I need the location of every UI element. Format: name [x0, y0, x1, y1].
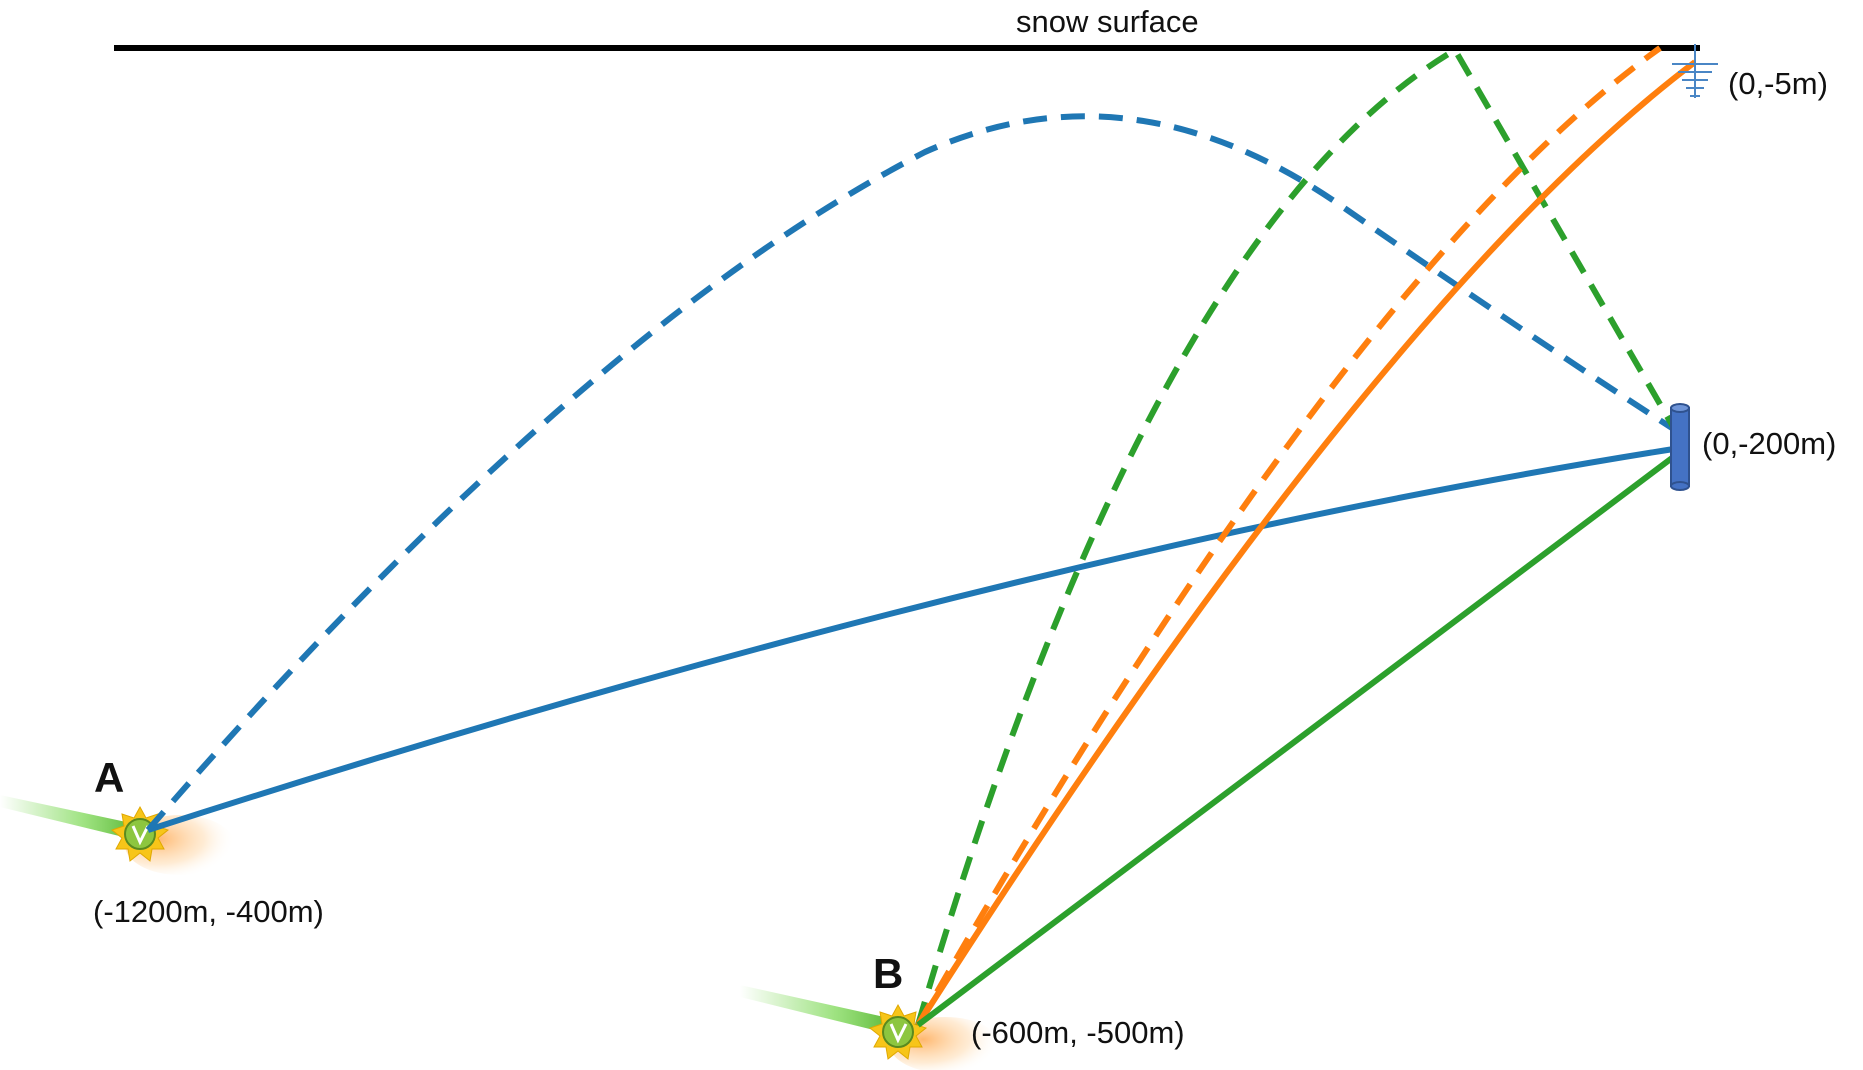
neutrino-source-a	[0, 795, 235, 875]
ray-a-direct	[147, 445, 1681, 833]
deep-antenna-label: (0,-200m)	[1702, 426, 1837, 461]
nu-glyph-a-icon	[131, 825, 150, 846]
source-b-name: B	[873, 950, 904, 997]
ray-b-orange-direct	[915, 59, 1697, 1027]
surface-antenna-icon	[1672, 44, 1718, 98]
nu-glyph-b-icon	[889, 1023, 908, 1044]
surface-antenna-label: (0,-5m)	[1728, 66, 1828, 101]
source-b-coords: (-600m, -500m)	[971, 1015, 1185, 1050]
snow-surface-label: snow surface	[1016, 4, 1199, 39]
cherenkov-cone-b	[740, 985, 898, 1036]
deep-antenna-icon	[1670, 403, 1690, 491]
ray-b-green-reflected	[915, 45, 1678, 1026]
ray-b-green-direct	[916, 449, 1682, 1028]
source-a-name: A	[94, 754, 125, 801]
source-a-coords: (-1200m, -400m)	[93, 894, 324, 929]
cherenkov-cone-a	[0, 795, 140, 841]
ray-a-refracted	[145, 113, 1677, 832]
neutrino-source-b	[740, 985, 1000, 1070]
ray-b-orange-refracted	[915, 45, 1662, 1027]
